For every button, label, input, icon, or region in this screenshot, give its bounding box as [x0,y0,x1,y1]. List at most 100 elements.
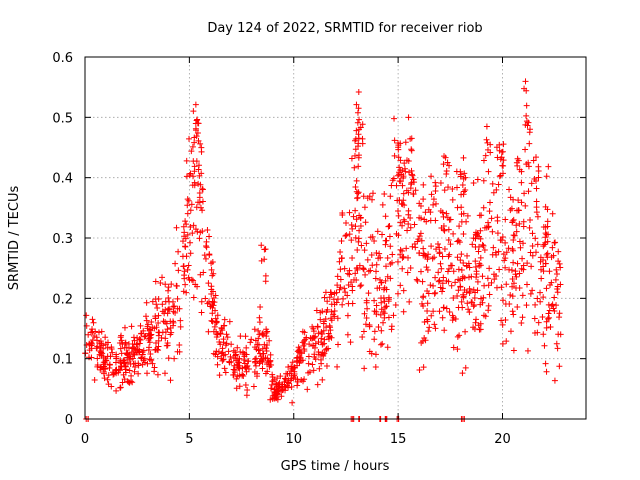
data-point [499,162,506,169]
data-point [155,337,162,344]
data-point [496,173,503,180]
data-point [483,123,490,130]
data-point [444,159,451,166]
data-point [190,277,197,284]
data-point [311,351,318,358]
data-point [428,173,435,180]
data-point [526,140,533,147]
data-point [208,317,215,324]
data-point [349,225,356,232]
data-point [437,180,444,187]
data-point [91,376,98,383]
data-point [263,345,270,352]
data-point [352,234,359,241]
data-point [518,320,525,327]
data-point [243,392,250,399]
data-point [452,279,459,286]
data-point [474,176,481,183]
data-point [420,250,427,257]
data-point [438,265,445,272]
data-point [366,193,373,200]
data-point [144,323,151,330]
data-point [322,315,329,322]
data-point [124,351,131,358]
data-point [400,197,407,204]
data-point [135,370,142,377]
data-point [180,288,187,295]
data-point [482,313,489,320]
data-point [353,127,360,134]
data-point [447,241,454,248]
data-point [394,290,401,297]
data-point [542,360,549,367]
data-point [519,314,526,321]
data-point [416,233,423,240]
y-tick-label: 0.1 [52,353,73,368]
data-point [384,273,391,280]
data-point [357,222,364,229]
data-point [147,327,154,334]
data-point [408,179,415,186]
data-point [391,152,398,159]
data-point [259,365,266,372]
data-point [445,253,452,260]
data-point [117,357,124,364]
data-point [117,384,124,391]
data-point [420,196,427,203]
data-point [256,314,263,321]
data-point [501,257,508,264]
data-point [553,340,560,347]
data-point [164,310,171,317]
data-point [418,237,425,244]
data-point [509,219,516,226]
data-point [228,341,235,348]
data-point [513,159,520,166]
data-point [102,334,109,341]
data-point [445,278,452,285]
data-point [344,331,351,338]
data-point [431,254,438,261]
data-point [236,372,243,379]
data-point [458,204,465,211]
data-point [184,266,191,273]
data-point [351,164,358,171]
data-point [325,345,332,352]
data-point [395,171,402,178]
data-point [305,369,312,376]
data-point [510,236,517,243]
data-point [503,338,510,345]
data-point [507,328,514,335]
data-point [439,285,446,292]
data-point [420,293,427,300]
data-point [251,326,258,333]
data-point [388,326,395,333]
data-point [314,323,321,330]
data-point [290,374,297,381]
data-point [516,238,523,245]
data-point [363,297,370,304]
data-point [94,363,101,370]
data-point [251,344,258,351]
data-point [193,158,200,165]
data-point [177,317,184,324]
data-points [82,78,564,422]
data-point [267,385,274,392]
data-point [172,260,179,267]
data-point [253,355,260,362]
data-point [535,174,542,181]
data-point [278,393,285,400]
data-point [428,243,435,250]
data-point [183,157,190,164]
data-point [203,238,210,245]
data-point [209,258,216,265]
data-point [208,266,215,273]
data-point [209,298,216,305]
data-point [213,318,220,325]
data-point [531,329,538,336]
data-point [257,304,264,311]
data-point [354,109,361,116]
data-point [405,254,412,261]
data-point [439,209,446,216]
data-point [552,239,559,246]
data-point [301,348,308,355]
